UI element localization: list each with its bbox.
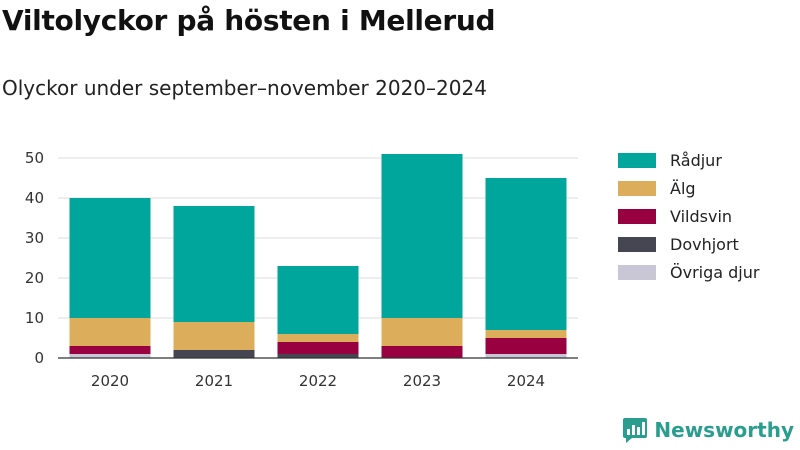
bar-2020-rådjur [69,198,151,318]
legend-item: Älg [618,174,759,202]
bar-2023-rådjur [381,154,463,318]
x-tick-label: 2021 [195,372,233,390]
legend-item: Dovhjort [618,230,759,258]
legend-item: Vildsvin [618,202,759,230]
legend-label: Rådjur [670,150,722,170]
y-tick-label: 20 [25,269,44,287]
y-tick-label: 40 [25,189,44,207]
chart-subtitle: Olyckor under september–november 2020–20… [2,76,487,100]
bar-2022-rådjur [277,266,359,334]
y-tick-label: 50 [25,149,44,167]
x-tick-label: 2023 [403,372,441,390]
bar-2023-vildsvin [381,346,463,358]
x-tick-label: 2022 [299,372,337,390]
bar-2020-vildsvin [69,346,151,354]
bar-2024-vildsvin [485,338,567,354]
bar-2024-älg [485,330,567,338]
brand-name: Newsworthy [654,418,794,442]
brand-logo: Newsworthy [622,416,794,444]
legend-swatch [618,180,656,196]
legend-swatch [618,208,656,224]
bar-2022-vildsvin [277,342,359,354]
legend-label: Dovhjort [670,234,739,254]
legend-swatch [618,152,656,168]
newsworthy-logo-icon [623,418,648,443]
chart-title: Viltolyckor på hösten i Mellerud [2,4,496,37]
bar-2022-älg [277,334,359,342]
bar-2020-övriga-djur [69,354,151,358]
legend-swatch [618,236,656,252]
bar-2024-övriga-djur [485,354,567,358]
bar-2020-älg [69,318,151,346]
legend-label: Älg [670,178,696,198]
bar-2022-dovhjort [277,354,359,358]
bar-2024-rådjur [485,178,567,330]
y-tick-label: 10 [25,309,44,327]
legend-label: Övriga djur [670,262,760,282]
legend-swatch [618,264,656,280]
bar-2021-dovhjort [173,350,255,358]
bar-2023-älg [381,318,463,346]
x-tick-label: 2020 [91,372,129,390]
legend-item: Övriga djur [618,258,759,286]
y-tick-label: 0 [34,349,44,367]
y-tick-label: 30 [25,229,44,247]
legend-label: Vildsvin [670,206,733,226]
legend: Rådjur Älg Vildsvin Dovhjort Övriga djur [618,146,759,286]
legend-item: Rådjur [618,146,759,174]
bar-2021-älg [173,322,255,350]
bar-2021-rådjur [173,206,255,322]
x-tick-label: 2024 [507,372,545,390]
